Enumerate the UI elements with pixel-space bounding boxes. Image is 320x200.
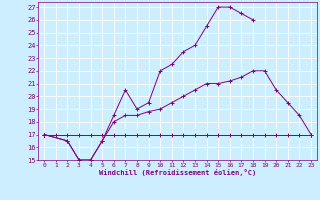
X-axis label: Windchill (Refroidissement éolien,°C): Windchill (Refroidissement éolien,°C) [99,169,256,176]
